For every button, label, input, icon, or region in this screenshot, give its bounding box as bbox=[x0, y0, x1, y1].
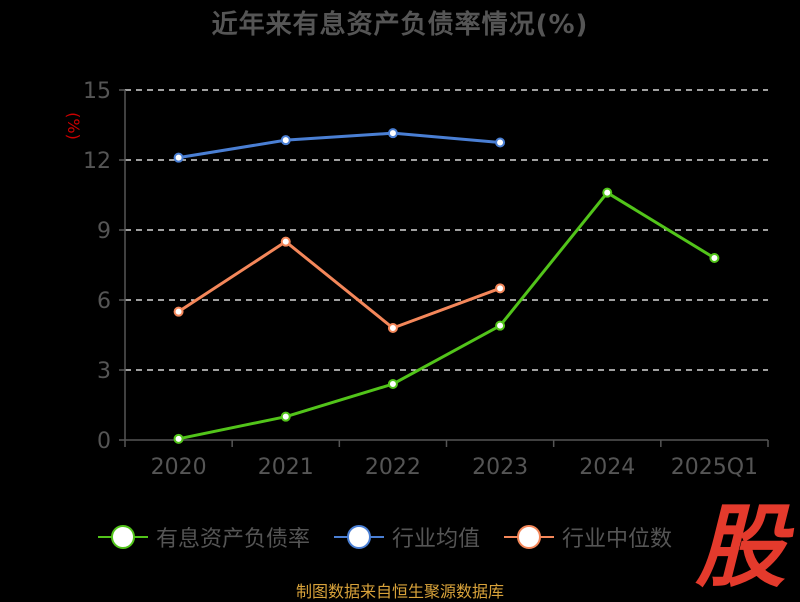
legend-item-series-1[interactable]: 行业均值 bbox=[334, 521, 480, 553]
data-point-0 bbox=[173, 433, 184, 444]
y-tick-label: 6 bbox=[97, 289, 111, 314]
data-point-0 bbox=[387, 379, 398, 389]
legend-dot bbox=[517, 525, 542, 549]
data-point-0 bbox=[709, 253, 720, 263]
x-tick-label: 2022 bbox=[365, 455, 421, 480]
legend: 有息资产负债率 行业均值 行业中位数 bbox=[98, 520, 696, 554]
x-tick-label: 2025Q1 bbox=[671, 455, 758, 480]
data-point-1 bbox=[173, 152, 184, 163]
data-point-1 bbox=[387, 128, 398, 139]
series-line-1 bbox=[178, 131, 501, 160]
legend-item-series-0[interactable]: 有息资产负债率 bbox=[98, 521, 310, 553]
legend-marker-icon bbox=[504, 525, 555, 549]
y-tick-label: 9 bbox=[97, 219, 111, 244]
y-tick-label: 15 bbox=[83, 79, 111, 104]
legend-label: 有息资产负债率 bbox=[156, 527, 311, 552]
series-line-0 bbox=[178, 191, 716, 441]
legend-label: 行业均值 bbox=[392, 527, 481, 552]
data-point-0 bbox=[280, 411, 291, 422]
y-tick-label: 0 bbox=[97, 429, 111, 454]
legend-marker-icon bbox=[98, 525, 148, 549]
series-line-2 bbox=[177, 240, 501, 330]
legend-marker-icon bbox=[334, 525, 385, 549]
data-point-1 bbox=[280, 135, 291, 146]
data-point-2 bbox=[387, 323, 398, 333]
y-tick-label: 3 bbox=[97, 359, 111, 384]
source-note: 制图数据来自恒生聚源数据库 bbox=[295, 582, 504, 601]
x-tick-label: 2023 bbox=[472, 455, 528, 480]
data-point-1 bbox=[495, 137, 506, 148]
data-point-2 bbox=[280, 236, 291, 247]
logo-stamp: 股 bbox=[695, 495, 786, 600]
data-point-2 bbox=[495, 283, 506, 294]
x-tick-label: 2020 bbox=[151, 455, 207, 480]
data-point-0 bbox=[495, 320, 506, 331]
legend-dot bbox=[111, 525, 135, 549]
legend-label: 行业中位数 bbox=[562, 527, 673, 552]
x-tick-label: 2024 bbox=[579, 455, 635, 480]
legend-dot bbox=[347, 525, 372, 549]
y-tick-label: 12 bbox=[83, 149, 111, 174]
y-axis-unit: (%) bbox=[64, 112, 83, 140]
legend-item-series-2[interactable]: 行业中位数 bbox=[504, 521, 672, 553]
chart-title: 近年来有息资产负债率情况(%) bbox=[211, 10, 589, 40]
x-tick-label: 2021 bbox=[258, 455, 314, 480]
data-point-2 bbox=[173, 306, 184, 317]
data-point-0 bbox=[602, 187, 613, 198]
